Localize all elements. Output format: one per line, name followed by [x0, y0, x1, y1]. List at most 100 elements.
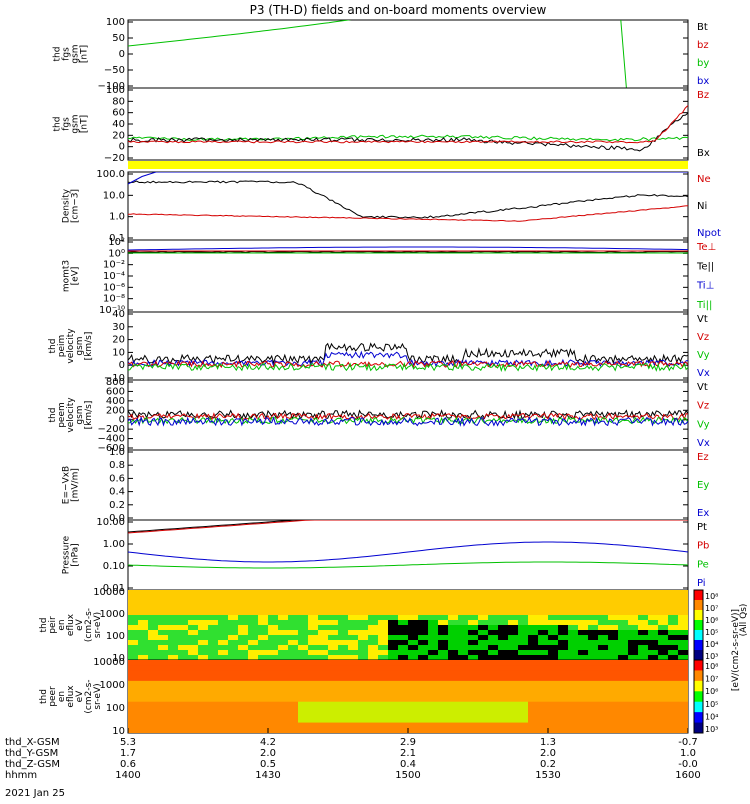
spectrogram-cell — [538, 590, 549, 596]
spectrogram-cell — [588, 590, 599, 596]
spectrogram-cell — [448, 630, 459, 636]
spectrogram-cell — [448, 645, 459, 651]
spectrogram-cell — [478, 655, 489, 660]
spectrogram-cell — [488, 590, 499, 596]
spectrogram-cell — [318, 717, 329, 724]
spectrogram-cell — [168, 665, 179, 671]
spectrogram-cell — [488, 610, 499, 616]
legend-entry: Vy — [697, 419, 710, 430]
spectrogram-cell — [528, 665, 539, 671]
spectrogram-cell — [218, 727, 229, 733]
spectrogram-cell — [128, 686, 139, 692]
spectrogram-cell — [548, 722, 559, 729]
spectrogram-cell — [258, 610, 269, 616]
spectrogram-cell — [678, 615, 688, 621]
spectrogram-cell — [288, 610, 299, 616]
spectrogram-cell — [528, 615, 539, 621]
spectrogram-cell — [538, 665, 549, 671]
spectrogram-cell — [388, 686, 399, 692]
spectrogram-cell — [378, 722, 389, 729]
spectrogram-cell — [228, 722, 239, 729]
spectrogram-cell — [638, 625, 649, 631]
spectrogram-cell — [188, 675, 199, 682]
spectrogram-cell — [658, 665, 669, 671]
spectrogram-cell — [228, 660, 239, 666]
spectrogram-cell — [358, 660, 369, 666]
spectrogram-cell — [228, 630, 239, 636]
spectrogram-cell — [658, 691, 669, 697]
spectrogram-cell — [438, 635, 449, 641]
spectrogram-cell — [458, 696, 469, 703]
spectrogram-cell — [608, 680, 619, 687]
spectrogram-cell — [648, 665, 659, 671]
spectrogram-cell — [578, 605, 589, 611]
spectrogram-cell — [178, 625, 189, 631]
spectrogram-cell — [528, 660, 539, 666]
spectrogram-cell — [578, 625, 589, 631]
panel-frame — [127, 87, 689, 161]
spectrogram-cell — [218, 717, 229, 724]
spectrogram-cell — [238, 655, 249, 660]
y-tick-label: 100 — [106, 631, 125, 642]
spectrogram-cell — [198, 620, 209, 626]
spectrogram-cell — [358, 701, 369, 708]
spectrogram-cell — [488, 675, 499, 682]
spectrogram-cell — [208, 665, 219, 671]
spectrogram-cell — [248, 727, 259, 733]
spectrogram-cell — [528, 650, 539, 656]
spectrogram-cell — [448, 696, 459, 703]
spectrogram-cell — [178, 675, 189, 682]
spectrogram-cell — [308, 640, 319, 646]
spectrogram-cell — [378, 706, 389, 713]
y-tick-label: −10 — [104, 373, 125, 384]
spectrogram-cell — [198, 630, 209, 636]
spectrogram-cell — [198, 696, 209, 703]
spectrogram-cell — [378, 635, 389, 641]
spectrogram-cell — [288, 615, 299, 621]
spectrogram-cell — [378, 701, 389, 708]
spectrogram-cell — [258, 620, 269, 626]
spectrogram-cell — [608, 595, 619, 601]
spectrogram-cell — [168, 712, 179, 718]
spectrogram-cell — [198, 640, 209, 646]
spectrogram-cell — [658, 727, 669, 733]
spectrogram-cell — [458, 655, 469, 660]
spectrogram-cell — [548, 625, 559, 631]
spectrogram-cell — [478, 660, 489, 666]
spectrogram-cell — [608, 722, 619, 729]
spectrogram-cell — [588, 650, 599, 656]
spectrogram-cell — [608, 670, 619, 677]
spectrogram-cell — [258, 640, 269, 646]
spectrogram-cell — [608, 630, 619, 636]
spectrogram-cell — [598, 696, 609, 703]
spectrogram-cell — [158, 670, 169, 677]
spectrogram-cell — [138, 615, 149, 621]
spectrogram-cell — [348, 686, 359, 692]
spectrogram-cell — [368, 717, 379, 724]
spectrogram-cell — [188, 620, 199, 626]
spectrogram-cell — [218, 675, 229, 682]
spectrogram-cell — [578, 680, 589, 687]
spectrogram-cell — [248, 691, 259, 697]
spectrogram-cell — [508, 595, 519, 601]
spectrogram-cell — [618, 680, 629, 687]
spectrogram-cell — [298, 645, 309, 651]
y-tick-label: 1.0 — [109, 212, 125, 223]
spectrogram-cell — [298, 727, 309, 733]
spectrogram-cell — [138, 717, 149, 724]
spectrogram-cell — [508, 691, 519, 697]
spectrogram-cell — [668, 701, 679, 708]
spectrogram-cell — [638, 600, 649, 606]
spectrogram-cell — [358, 675, 369, 682]
y-tick-label: 0 — [119, 142, 125, 153]
spectrogram-cell — [198, 691, 209, 697]
spectrogram-cell — [338, 691, 349, 697]
spectrogram-cell — [598, 635, 609, 641]
spectrogram-cell — [278, 701, 289, 708]
legend-entry: Bt — [697, 22, 708, 33]
spectrogram-cell — [288, 686, 299, 692]
spectrogram-cell — [328, 712, 339, 718]
spectrogram-cell — [508, 620, 519, 626]
spectrogram-cell — [378, 691, 389, 697]
